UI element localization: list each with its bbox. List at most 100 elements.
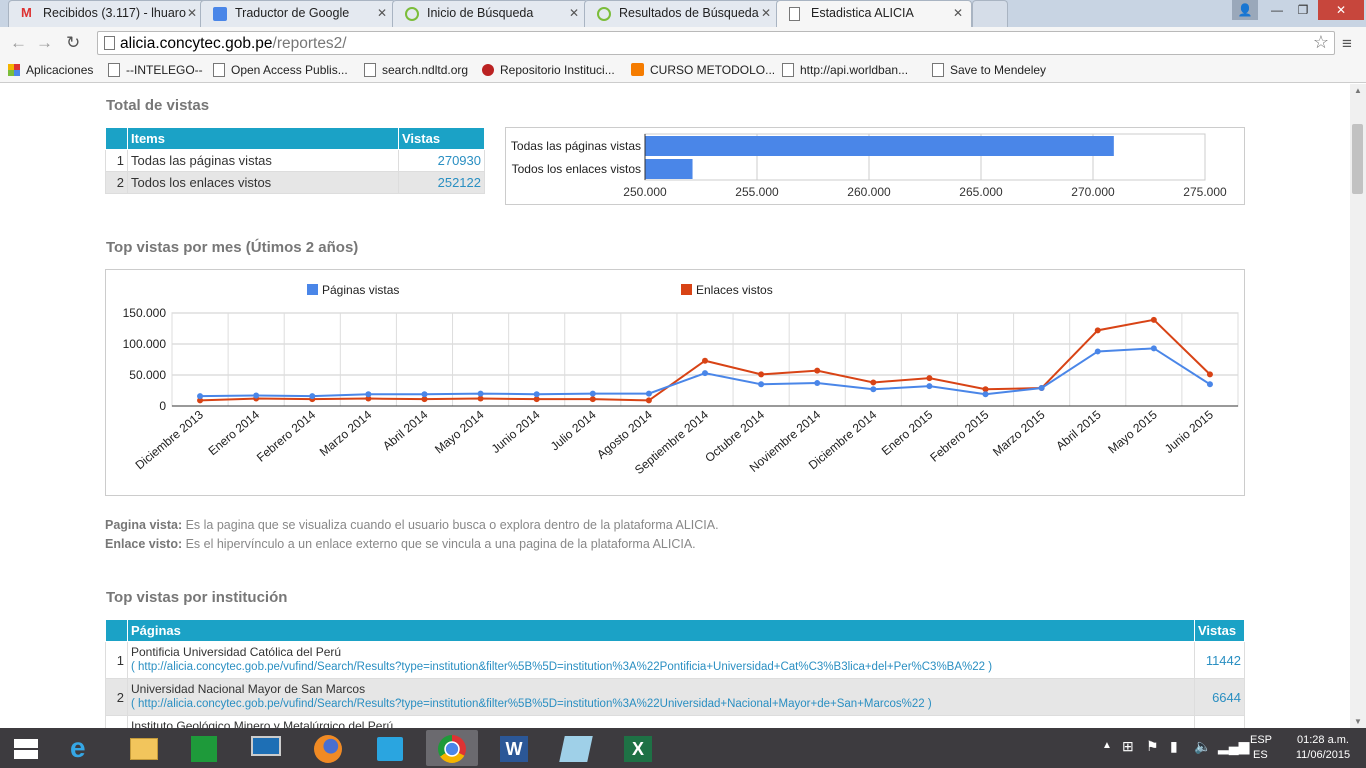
scroll-down-icon[interactable]: ▼ bbox=[1354, 717, 1362, 726]
bookmark-curso[interactable]: CURSO METODOLO... bbox=[631, 63, 775, 77]
y-tick-label: 100.000 bbox=[123, 337, 167, 351]
page-icon bbox=[364, 63, 376, 77]
close-icon[interactable]: ✕ bbox=[760, 6, 771, 20]
section-title-institutions: Top vistas por institución bbox=[106, 589, 288, 606]
row-value: 252122 bbox=[398, 171, 485, 194]
header-items: Items bbox=[127, 127, 399, 150]
data-point bbox=[477, 390, 484, 397]
url-text: alicia.concytec.gob.pe/reportes2/ bbox=[120, 35, 347, 52]
bookmark-ndltd[interactable]: search.ndltd.org bbox=[364, 63, 468, 77]
scrollbar-thumb[interactable] bbox=[1352, 124, 1363, 194]
page-icon bbox=[104, 36, 115, 50]
x-tick-label: Mayo 2014 bbox=[432, 407, 487, 456]
data-point bbox=[309, 393, 316, 400]
bookmark-worldbank[interactable]: http://api.worldban... bbox=[782, 63, 908, 77]
taskbar-ie[interactable]: e bbox=[58, 730, 110, 766]
minimize-button[interactable]: — bbox=[1271, 3, 1283, 17]
tray-windows-icon[interactable]: ⊞ bbox=[1122, 738, 1134, 754]
data-point bbox=[758, 371, 765, 378]
institution-link-wrap: ( http://alicia.concytec.gob.pe/vufind/S… bbox=[131, 661, 993, 673]
back-arrow-icon[interactable]: ← bbox=[10, 33, 27, 52]
x-tick-label: 265.000 bbox=[959, 185, 1003, 199]
volume-icon[interactable]: 🔈 bbox=[1194, 738, 1212, 754]
start-button[interactable] bbox=[0, 730, 52, 766]
bar bbox=[645, 136, 1114, 156]
maximize-button[interactable]: ❐ bbox=[1297, 3, 1309, 17]
page-icon bbox=[213, 63, 225, 77]
data-point bbox=[197, 397, 204, 404]
user-icon[interactable]: 👤 bbox=[1232, 0, 1258, 20]
page-scrollbar[interactable]: ▲ ▼ bbox=[1350, 84, 1366, 728]
tray-expand-icon[interactable]: ▲ bbox=[1102, 740, 1112, 751]
definition-pagina-vista: Pagina vista: Es la pagina que se visual… bbox=[105, 518, 719, 532]
taskbar-chrome[interactable] bbox=[426, 730, 478, 766]
url-bar[interactable]: alicia.concytec.gob.pe/reportes2/ ☆ bbox=[97, 31, 1335, 55]
tab-translate[interactable]: Traductor de Google ✕ bbox=[200, 0, 396, 27]
taskbar-store[interactable] bbox=[178, 730, 230, 766]
bookmark-repositorio[interactable]: Repositorio Instituci... bbox=[482, 63, 615, 77]
clock[interactable]: 01:28 a.m. 11/06/2015 bbox=[1288, 734, 1358, 761]
data-point bbox=[702, 357, 708, 364]
data-point bbox=[533, 391, 540, 398]
section-title-total: Total de vistas bbox=[106, 97, 210, 114]
close-icon[interactable]: ✕ bbox=[376, 6, 387, 20]
legend-swatch bbox=[681, 284, 692, 295]
institution-link[interactable]: http://alicia.concytec.gob.pe/vufind/Sea… bbox=[138, 661, 986, 673]
taskbar-firefox[interactable] bbox=[302, 730, 354, 766]
taskbar-excel[interactable]: X bbox=[612, 730, 664, 766]
search-leaf-icon bbox=[405, 7, 419, 21]
taskbar-store-bag[interactable] bbox=[364, 730, 416, 766]
action-center-flag-icon[interactable]: ⚑ bbox=[1146, 738, 1159, 754]
x-tick-label: Enero 2015 bbox=[879, 407, 936, 458]
x-tick-label: Febrero 2015 bbox=[927, 407, 991, 464]
tab-resultados-busqueda[interactable]: Resultados de Búsqueda ✕ bbox=[584, 0, 780, 27]
x-tick-label: Junio 2014 bbox=[489, 407, 543, 456]
tab-gmail[interactable]: M Recibidos (3.117) - lhuaro ✕ bbox=[8, 0, 206, 27]
data-point bbox=[1094, 348, 1101, 355]
x-tick-label: Febrero 2014 bbox=[254, 407, 318, 464]
institution-link[interactable]: http://alicia.concytec.gob.pe/vufind/Sea… bbox=[138, 698, 925, 710]
data-point bbox=[1150, 316, 1157, 323]
taskbar-explorer[interactable] bbox=[118, 730, 170, 766]
bookmark-open-access[interactable]: Open Access Publis... bbox=[213, 63, 348, 77]
battery-icon[interactable]: ▮ bbox=[1170, 738, 1178, 754]
row-value[interactable]: 11442 bbox=[1194, 641, 1245, 679]
tab-label: Inicio de Búsqueda bbox=[427, 6, 534, 20]
x-tick-label: Abril 2015 bbox=[1053, 407, 1104, 453]
scroll-up-icon[interactable]: ▲ bbox=[1354, 86, 1362, 95]
close-icon[interactable]: ✕ bbox=[568, 6, 579, 20]
row-value[interactable]: 1377 bbox=[1194, 715, 1245, 728]
close-icon[interactable]: ✕ bbox=[952, 6, 963, 20]
language-indicator[interactable]: ESP ES bbox=[1250, 734, 1272, 761]
row-value[interactable]: 6644 bbox=[1194, 678, 1245, 716]
menu-icon[interactable]: ≡ bbox=[1342, 34, 1352, 53]
reload-icon[interactable]: ↻ bbox=[66, 33, 81, 52]
taskbar-notepad[interactable] bbox=[550, 730, 602, 766]
row-index: 1 bbox=[105, 149, 128, 172]
bookmark-mendeley[interactable]: Save to Mendeley bbox=[932, 63, 1046, 77]
data-point bbox=[421, 396, 428, 403]
x-tick-label: Abril 2014 bbox=[380, 407, 431, 453]
tab-inicio-busqueda[interactable]: Inicio de Búsqueda ✕ bbox=[392, 0, 588, 27]
close-window-button[interactable]: ✕ bbox=[1318, 0, 1364, 20]
star-icon[interactable]: ☆ bbox=[1312, 32, 1329, 52]
data-point bbox=[982, 386, 989, 393]
excel-icon: X bbox=[624, 736, 652, 762]
x-tick-label: 260.000 bbox=[847, 185, 891, 199]
taskbar-word[interactable]: W bbox=[488, 730, 540, 766]
page-content: Total de vistas Items Vistas 1 Todas las… bbox=[0, 84, 1350, 728]
x-tick-label: 255.000 bbox=[735, 185, 779, 199]
new-tab-button[interactable] bbox=[972, 0, 1008, 27]
close-icon[interactable]: ✕ bbox=[186, 6, 197, 20]
taskbar-lenovo[interactable] bbox=[240, 730, 292, 766]
x-tick-label: 270.000 bbox=[1071, 185, 1115, 199]
bookmark-apps[interactable]: Aplicaciones bbox=[8, 63, 93, 77]
bookmark-intelego[interactable]: --INTELEGO-- bbox=[108, 63, 203, 77]
clock-date: 11/06/2015 bbox=[1295, 749, 1351, 761]
tab-estadistica-alicia[interactable]: Estadistica ALICIA ✕ bbox=[776, 0, 972, 27]
forward-arrow-icon[interactable]: → bbox=[36, 33, 53, 52]
gmail-icon: M bbox=[21, 5, 32, 20]
header-vistas: Vistas bbox=[398, 127, 485, 150]
network-signal-icon[interactable]: ▂▄▆ bbox=[1218, 738, 1250, 754]
